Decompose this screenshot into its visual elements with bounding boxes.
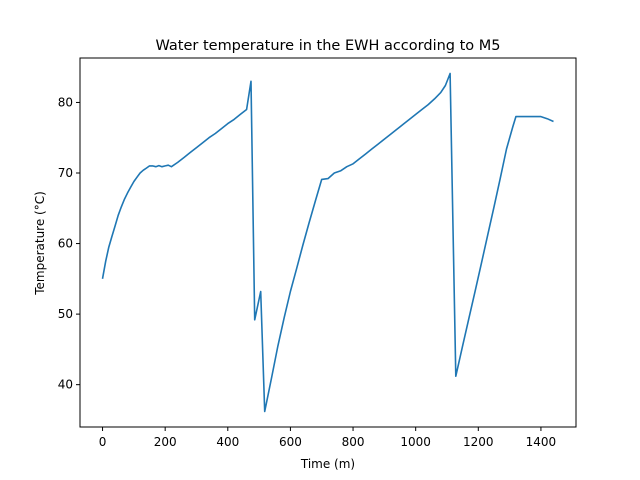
- x-tick-label: 1200: [463, 435, 494, 449]
- series-line-1: [101, 72, 554, 413]
- x-axis-label: Time (m): [300, 457, 355, 471]
- axes-frame: [79, 57, 577, 428]
- x-axis-ticks: 0 200 400 600 800 1000 1200 1400: [99, 427, 556, 449]
- y-axis-label: Temperature (°C): [33, 191, 47, 296]
- x-tick-label: 200: [154, 435, 177, 449]
- x-tick-label: 0: [99, 435, 107, 449]
- plot-area: [101, 72, 554, 413]
- y-tick-label: 40: [58, 378, 73, 392]
- x-tick-label: 800: [342, 435, 365, 449]
- y-tick-label: 70: [58, 166, 73, 180]
- y-tick-label: 50: [58, 307, 73, 321]
- y-tick-label: 80: [58, 95, 73, 109]
- chart-title: Water temperature in the EWH according t…: [155, 38, 500, 54]
- x-tick-label: 1400: [526, 435, 557, 449]
- x-tick-label: 600: [279, 435, 302, 449]
- y-axis-ticks: 40 50 60 70 80: [58, 95, 80, 392]
- x-tick-label: 1000: [400, 435, 431, 449]
- x-tick-label: 400: [216, 435, 239, 449]
- y-tick-label: 60: [58, 237, 73, 251]
